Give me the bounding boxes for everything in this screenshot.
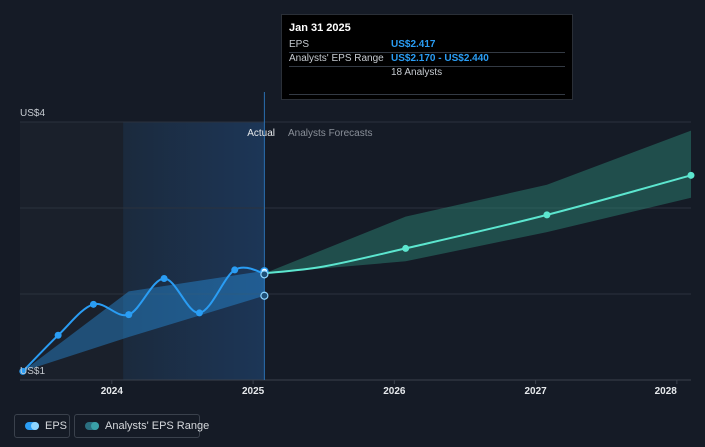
tooltip-divider bbox=[289, 94, 565, 95]
legend-range-button[interactable]: Analysts' EPS Range bbox=[74, 414, 209, 438]
tooltip-range-row: Analysts' EPS Range US$2.170 - US$2.440 bbox=[289, 51, 565, 67]
legend-eps-button[interactable]: EPS bbox=[14, 414, 70, 438]
eps-forecast-line bbox=[264, 174, 692, 275]
eps-point-6 bbox=[195, 309, 203, 317]
forecast-section-label: Analysts Forecasts bbox=[288, 128, 372, 139]
pre-shade-region bbox=[20, 122, 124, 380]
tooltip-eps-label: EPS bbox=[289, 39, 310, 50]
range-swatch-icon bbox=[85, 422, 99, 430]
tooltip-range-value: US$2.170 - US$2.440 bbox=[391, 53, 489, 64]
eps-range-band bbox=[22, 270, 265, 372]
eps-point-5 bbox=[160, 275, 168, 283]
x-tick-label-2025: 2025 bbox=[242, 386, 265, 397]
eps-point-4 bbox=[125, 311, 133, 319]
tooltip-date: Jan 31 2025 bbox=[289, 22, 351, 34]
forecast-range-band bbox=[264, 130, 691, 274]
eps-point-2 bbox=[54, 331, 62, 339]
x-tick-label-2028: 2028 bbox=[655, 386, 678, 397]
highlight-eps-point-inner bbox=[260, 270, 269, 279]
eps-point-3 bbox=[89, 300, 97, 308]
x-tick-label-2026: 2026 bbox=[383, 386, 406, 397]
legend-range-label: Analysts' EPS Range bbox=[105, 420, 210, 432]
x-tick-label-2027: 2027 bbox=[524, 386, 547, 397]
actual-section-label: Actual bbox=[247, 128, 275, 139]
tooltip-analysts-count: 18 Analysts bbox=[391, 67, 443, 78]
y-axis-top-label: US$4 bbox=[20, 108, 45, 119]
legend-eps-label: EPS bbox=[45, 420, 68, 432]
forecast-point-3 bbox=[402, 244, 410, 252]
tooltip-eps-row: EPS US$2.417 bbox=[289, 37, 565, 53]
eps-swatch-icon bbox=[25, 422, 39, 430]
eps-point-1 bbox=[19, 367, 27, 375]
eps-point-7 bbox=[231, 266, 239, 274]
tooltip-eps-value: US$2.417 bbox=[391, 39, 436, 50]
forecast-point-4 bbox=[543, 211, 551, 219]
y-axis-bottom-label: US$1 bbox=[20, 366, 45, 377]
actual-shade-region bbox=[123, 122, 265, 380]
highlight-range-low-point bbox=[260, 291, 269, 300]
x-tick-label-2024: 2024 bbox=[101, 386, 124, 397]
tooltip-range-label: Analysts' EPS Range bbox=[289, 53, 384, 64]
eps-line bbox=[22, 266, 265, 373]
forecast-point-5 bbox=[687, 171, 695, 179]
tooltip: Jan 31 2025 EPS US$2.417 Analysts' EPS R… bbox=[281, 14, 573, 100]
